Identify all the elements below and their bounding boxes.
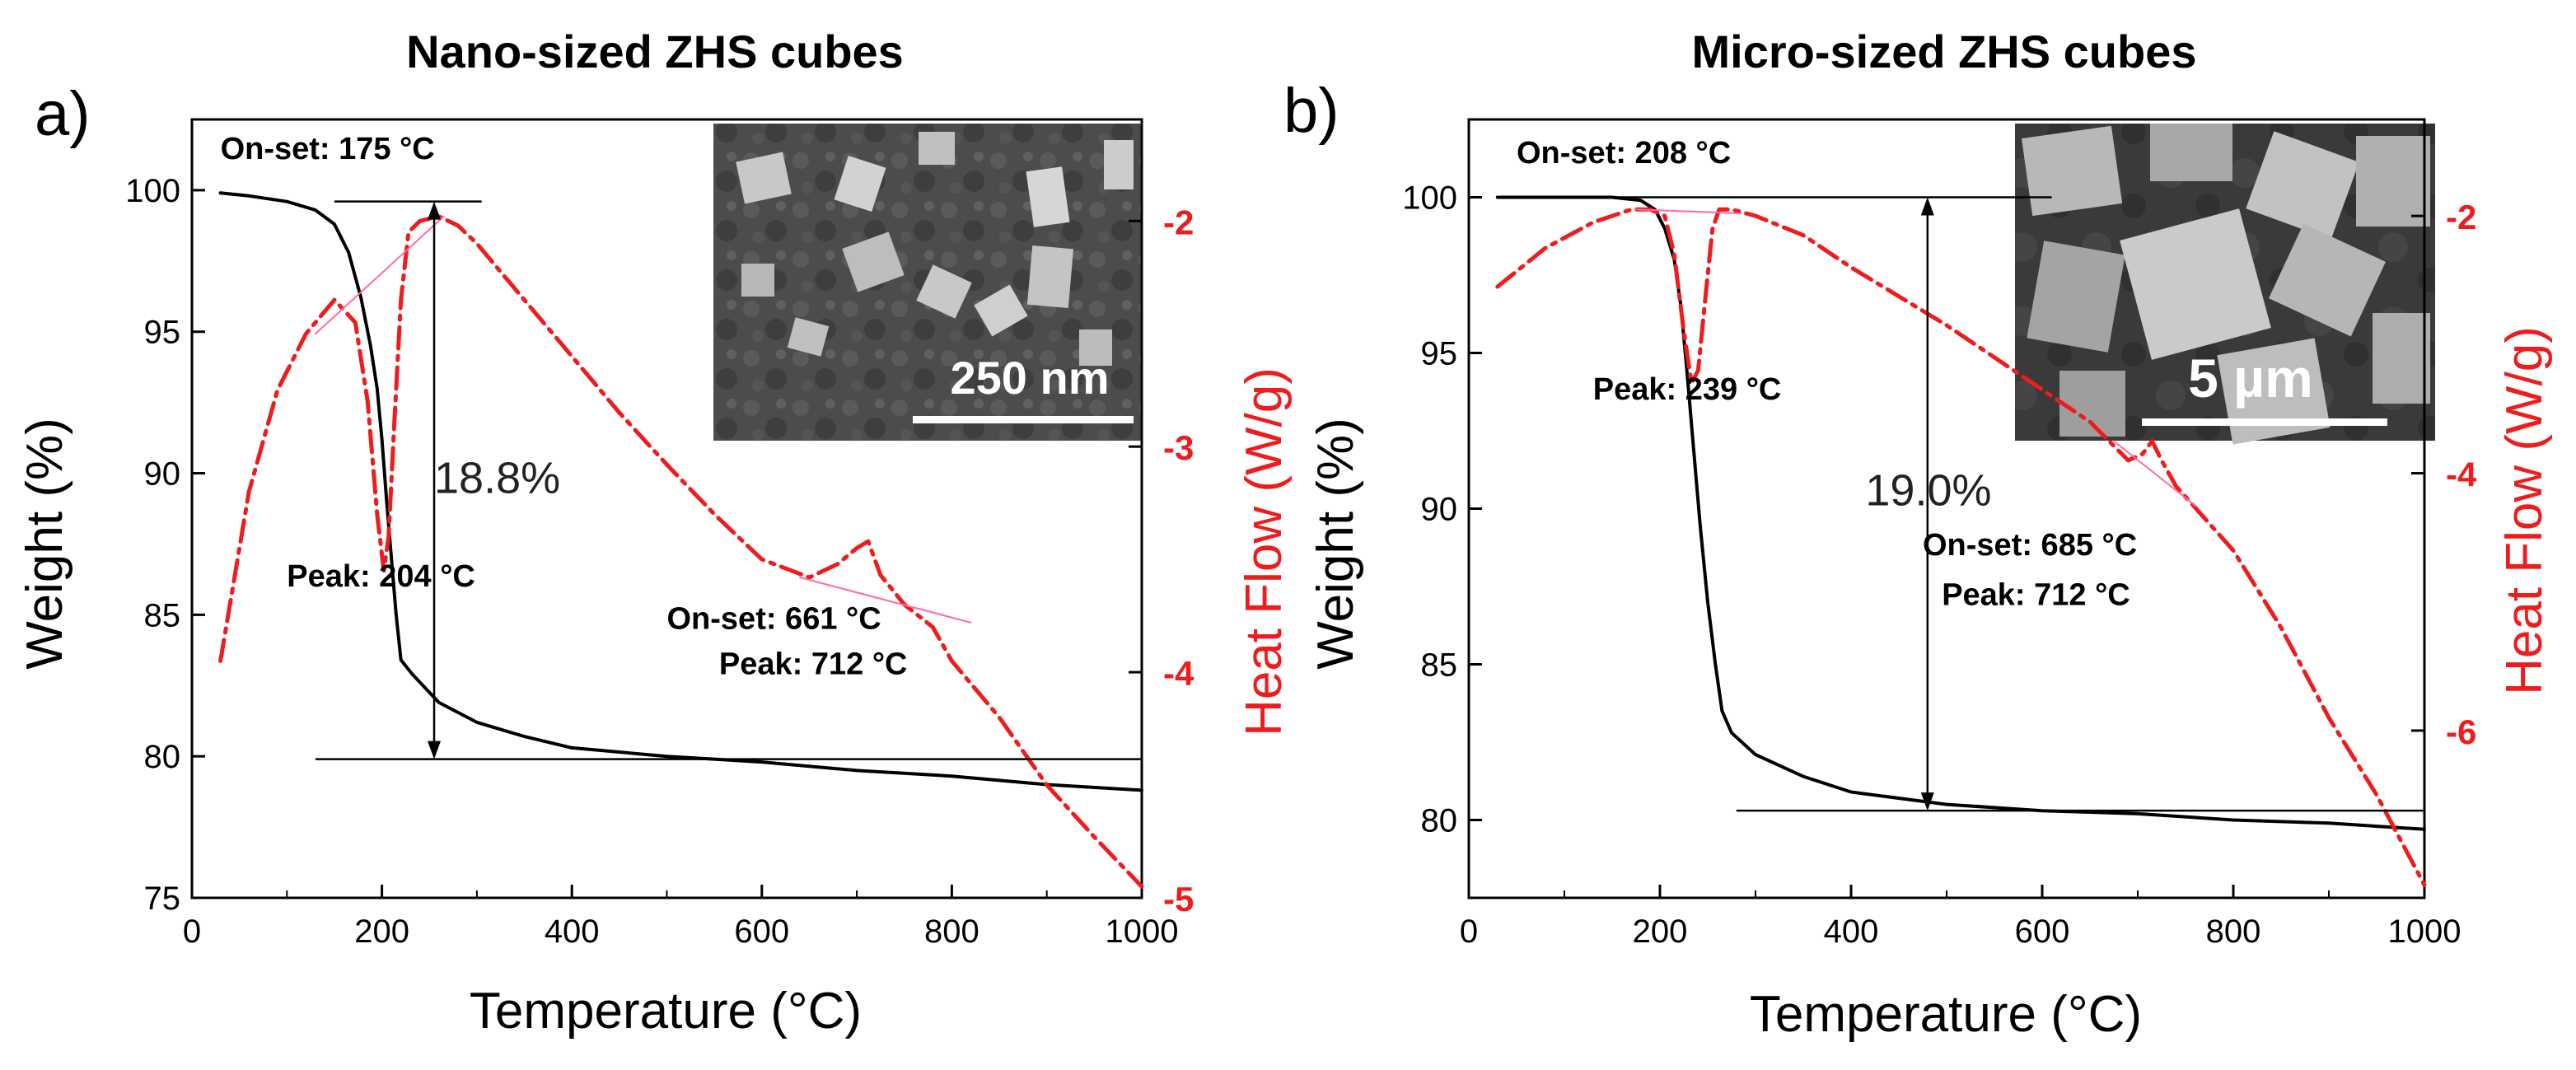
panel-a-y-tick-label: 75 <box>144 881 181 917</box>
panel-a-scale-bar <box>913 416 1134 423</box>
panel-a-annotation: 18.8% <box>434 454 560 503</box>
panel-a-y2-tick-label: -3 <box>1163 428 1194 467</box>
panel-a-y-tick-label: 85 <box>144 597 181 633</box>
panel-a-y-tick-label: 90 <box>144 456 181 493</box>
panel-a-weight-curve <box>218 191 1143 792</box>
panel-a-y2-tick-label: -2 <box>1163 203 1194 241</box>
panel-b-y-tick-label: 100 <box>1402 180 1457 217</box>
panel-a-label: a) <box>35 79 91 149</box>
panel-a-x-tick-label: 1000 <box>1106 913 1179 950</box>
panel-a-span-arrow-head <box>428 741 442 759</box>
panel-b-y-tick-label: 95 <box>1421 336 1458 372</box>
panel-a: a) Nano-sized ZHS cubes 250 nm 0 200 400 60… <box>16 26 1293 1040</box>
panel-a-x-tick-label: 0 <box>183 913 201 950</box>
panel-b-x-tick-label: 600 <box>2015 913 2070 950</box>
panel-a-title: Nano-sized ZHS cubes <box>406 26 904 77</box>
panel-a-construction-line <box>798 577 972 624</box>
panel-a-y-tick-label: 100 <box>125 173 180 209</box>
panel-a-y-tick-label: 80 <box>144 739 181 775</box>
panel-a-y-tick-label: 95 <box>144 315 181 351</box>
panel-b-label: b) <box>1283 76 1339 146</box>
panel-b-y2-tick-label: -4 <box>2446 456 2477 494</box>
panel-a-y-axis-title: Weight (%) <box>16 418 73 670</box>
panel-b-y-tick-label: 90 <box>1421 492 1458 528</box>
panel-b-annotation: On-set: 685 °C <box>1923 528 2137 563</box>
panel-a-span-arrow-head <box>428 201 442 220</box>
panel-b-annotation: 19.0% <box>1865 466 1991 516</box>
panel-b-scale-bar-label: 5 µm <box>2188 348 2313 409</box>
panel-a-scale-bar-label: 250 nm <box>951 352 1110 404</box>
panel-b-y-tick-label: 80 <box>1421 803 1458 839</box>
panel-b-title: Micro-sized ZHS cubes <box>1691 26 2196 77</box>
panel-a-x-axis-title: Temperature (°C) <box>470 983 862 1040</box>
panel-a-y2-axis-title: Heat Flow (W/g) <box>1236 367 1293 736</box>
panel-b-scale-bar <box>2142 418 2387 426</box>
panel-b-x-tick-label: 0 <box>1460 913 1478 950</box>
panel-a-annotation: Peak: 712 °C <box>719 647 908 682</box>
panel-b-y-axis-title: Weight (%) <box>1307 418 1364 670</box>
panel-b-annotation: Peak: 712 °C <box>1942 578 2130 613</box>
panel-a-annotation: On-set: 175 °C <box>221 132 435 166</box>
panel-b-y2-tick-label: -2 <box>2446 198 2476 236</box>
panel-a-x-tick-label: 200 <box>354 913 409 950</box>
panel-a-annotation: On-set: 661 °C <box>667 602 881 637</box>
panel-b-span-arrow-head <box>1920 792 1934 811</box>
panel-b-construction-line <box>2113 440 2196 507</box>
panel-b-y-tick-label: 85 <box>1421 647 1458 684</box>
panel-a-plot: 0 200 400 600 800 1000 75 80 85 90 95 100 -2 -3 -4 -5 On… <box>125 118 1194 950</box>
panel-b-construction-line <box>1635 208 1742 214</box>
panel-b-inset-image: 5 µm <box>2015 124 2435 445</box>
panel-b-y2-axis-title: Heat Flow (W/g) <box>2496 326 2553 695</box>
panel-b-annotation: Peak: 239 °C <box>1593 372 1782 407</box>
panel-b-span-arrow-head <box>1920 197 1934 216</box>
panel-b-plot: 0 200 400 600 800 1000 80 85 90 95 100 -2 -4 -6 On-set… <box>1402 118 2477 950</box>
panel-a-annotation: Peak: 204 °C <box>287 559 475 594</box>
panel-b-x-tick-label: 1000 <box>2388 913 2461 950</box>
panel-a-x-tick-label: 400 <box>545 913 600 950</box>
panel-b: b) Micro-sized ZHS cubes 5 µm 0 200 400 600… <box>1283 26 2553 1043</box>
panel-a-y2-tick-label: -5 <box>1163 880 1194 918</box>
panel-a-construction-line <box>314 215 445 335</box>
panel-a-heat-flow-curve <box>218 214 1144 889</box>
panel-b-annotation: On-set: 208 °C <box>1517 136 1731 171</box>
panel-b-x-tick-label: 200 <box>1633 913 1688 950</box>
panel-a-x-tick-label: 800 <box>924 913 979 950</box>
panel-b-y2-tick-label: -6 <box>2446 713 2476 751</box>
panel-b-x-axis-title: Temperature (°C) <box>1750 986 2142 1043</box>
panel-b-x-tick-label: 400 <box>1824 913 1879 950</box>
panel-b-heat-flow-curve <box>1495 207 2427 887</box>
panel-a-y2-tick-label: -4 <box>1163 654 1194 693</box>
panel-a-x-tick-label: 600 <box>734 913 789 950</box>
panel-b-x-tick-label: 800 <box>2206 913 2261 950</box>
panel-a-inset-image: 250 nm <box>713 124 1142 441</box>
